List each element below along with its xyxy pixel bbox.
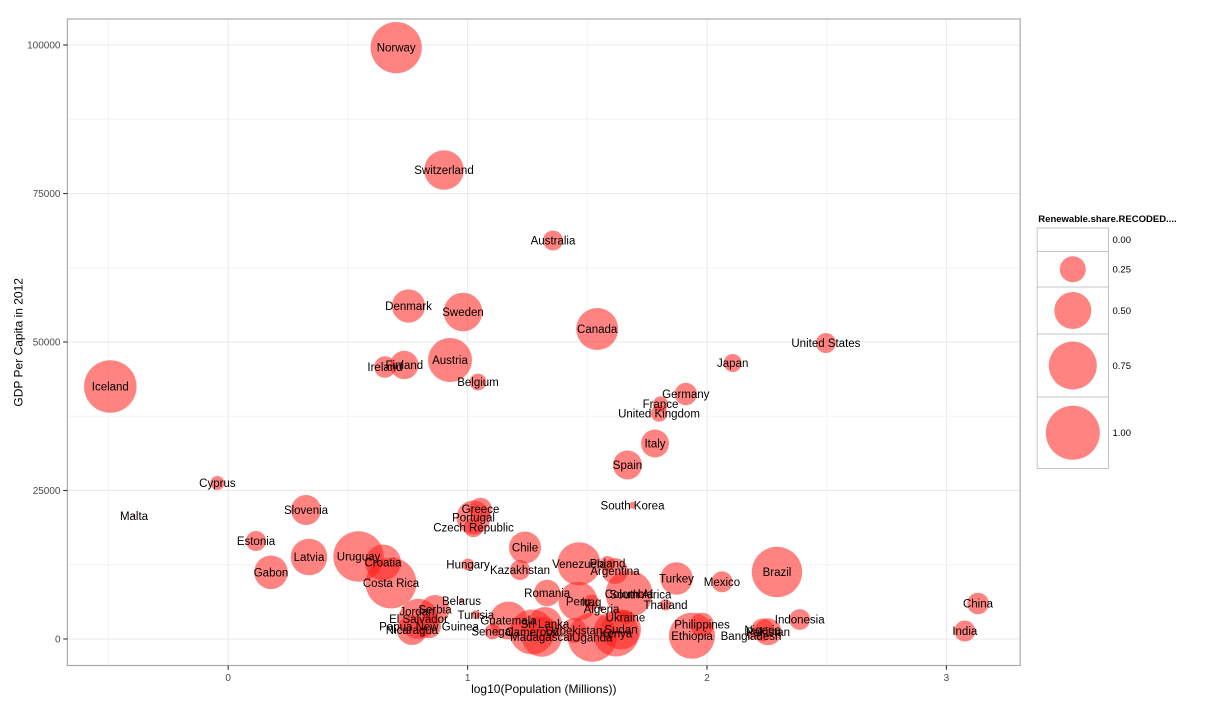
svg-text:Italy: Italy [644,439,665,451]
svg-text:Germany: Germany [662,389,710,401]
svg-text:Finland: Finland [385,360,423,372]
svg-text:0.75: 0.75 [1113,361,1132,372]
svg-text:Czech Republic: Czech Republic [433,523,514,535]
svg-text:South Africa: South Africa [609,590,672,602]
svg-text:Senegal: Senegal [471,627,513,639]
svg-text:Estonia: Estonia [237,536,276,548]
svg-text:Renewable.share.RECODED....: Renewable.share.RECODED.... [1038,214,1176,225]
svg-text:50000: 50000 [33,338,61,349]
svg-text:0.25: 0.25 [1113,265,1132,276]
svg-text:Serbia: Serbia [418,605,452,617]
svg-text:Algeria: Algeria [584,604,620,616]
svg-text:Guatemala: Guatemala [480,616,537,628]
svg-text:Ethiopia: Ethiopia [671,631,713,643]
svg-text:Romania: Romania [524,588,571,600]
svg-text:2: 2 [704,673,710,684]
svg-text:0.50: 0.50 [1113,306,1132,317]
svg-text:Uganda: Uganda [572,632,613,644]
svg-text:Australia: Australia [531,236,576,248]
svg-text:Ukraine: Ukraine [606,612,646,624]
svg-text:3: 3 [944,673,950,684]
svg-text:Thailand: Thailand [643,600,687,612]
svg-text:Philippines: Philippines [674,620,730,632]
svg-text:log10(Population (Millions)): log10(Population (Millions)) [471,682,616,696]
svg-text:Switzerland: Switzerland [414,165,473,177]
svg-text:United Kingdom: United Kingdom [618,409,700,421]
svg-text:Colombia: Colombia [605,589,654,601]
svg-text:Canada: Canada [577,324,618,336]
svg-text:Ireland: Ireland [367,362,402,374]
svg-text:Portugal: Portugal [452,513,495,525]
svg-text:Cyprus: Cyprus [199,478,236,490]
svg-text:Nigeria: Nigeria [744,625,781,637]
svg-text:1.00: 1.00 [1113,428,1132,439]
svg-text:Sweden: Sweden [442,307,484,319]
svg-text:United States: United States [791,338,860,350]
svg-text:Norway: Norway [377,43,416,55]
svg-text:Poland: Poland [590,559,626,571]
svg-text:Sri Lanka: Sri Lanka [521,619,570,631]
svg-text:Malta: Malta [120,511,149,523]
svg-text:100000: 100000 [27,41,61,52]
svg-text:Brazil: Brazil [763,567,792,579]
svg-text:Belarus: Belarus [442,596,481,608]
svg-text:GDP Per Capita in 2012: GDP Per Capita in 2012 [12,278,26,407]
svg-text:South Korea: South Korea [601,500,666,512]
svg-text:25000: 25000 [33,486,61,497]
svg-text:Austria: Austria [432,355,468,367]
svg-text:Indonesia: Indonesia [775,615,825,627]
svg-text:Slovenia: Slovenia [284,505,329,517]
svg-text:Sudan: Sudan [604,625,637,637]
svg-text:Pakistan: Pakistan [746,627,790,639]
svg-text:Iceland: Iceland [92,382,129,394]
svg-text:Nicaragua: Nicaragua [386,625,439,637]
svg-text:0: 0 [225,673,231,684]
svg-text:Turkey: Turkey [659,574,694,586]
svg-text:India: India [952,626,978,638]
svg-text:1: 1 [465,673,471,684]
svg-text:Madagascar: Madagascar [510,632,573,644]
svg-text:Kazakhstan: Kazakhstan [490,565,550,577]
svg-text:Papua New Guinea: Papua New Guinea [379,621,479,633]
svg-text:75000: 75000 [33,189,61,200]
svg-text:Latvia: Latvia [294,552,325,564]
svg-text:Denmark: Denmark [385,301,432,313]
svg-text:0: 0 [55,635,61,646]
svg-text:China: China [963,599,994,611]
svg-text:Mexico: Mexico [704,577,740,589]
svg-text:Peru: Peru [566,596,590,608]
svg-text:France: France [643,399,679,411]
svg-text:Iraq: Iraq [582,597,602,609]
svg-text:Costa Rica: Costa Rica [363,578,420,590]
svg-text:Japan: Japan [717,358,748,370]
svg-text:Uruguay: Uruguay [337,552,381,564]
svg-text:Hungary: Hungary [446,560,490,572]
svg-text:Uzbekistan: Uzbekistan [546,626,603,638]
svg-text:Venezuela: Venezuela [552,559,606,571]
svg-text:Belgium: Belgium [457,377,499,389]
svg-text:Gabon: Gabon [254,567,289,579]
svg-text:Cameroon: Cameroon [505,627,559,639]
svg-text:Bangladesh: Bangladesh [721,631,782,643]
svg-text:Tunisia: Tunisia [457,610,494,622]
svg-text:Spain: Spain [613,460,642,472]
svg-text:Argentina: Argentina [590,566,640,578]
svg-text:0.00: 0.00 [1113,235,1132,246]
svg-text:Jordan: Jordan [399,607,434,619]
svg-text:Kenya: Kenya [600,629,633,641]
svg-text:Greece: Greece [462,504,500,516]
svg-text:Croatia: Croatia [364,558,402,570]
svg-text:El Salvador: El Salvador [389,614,448,626]
svg-text:Chile: Chile [512,543,538,555]
